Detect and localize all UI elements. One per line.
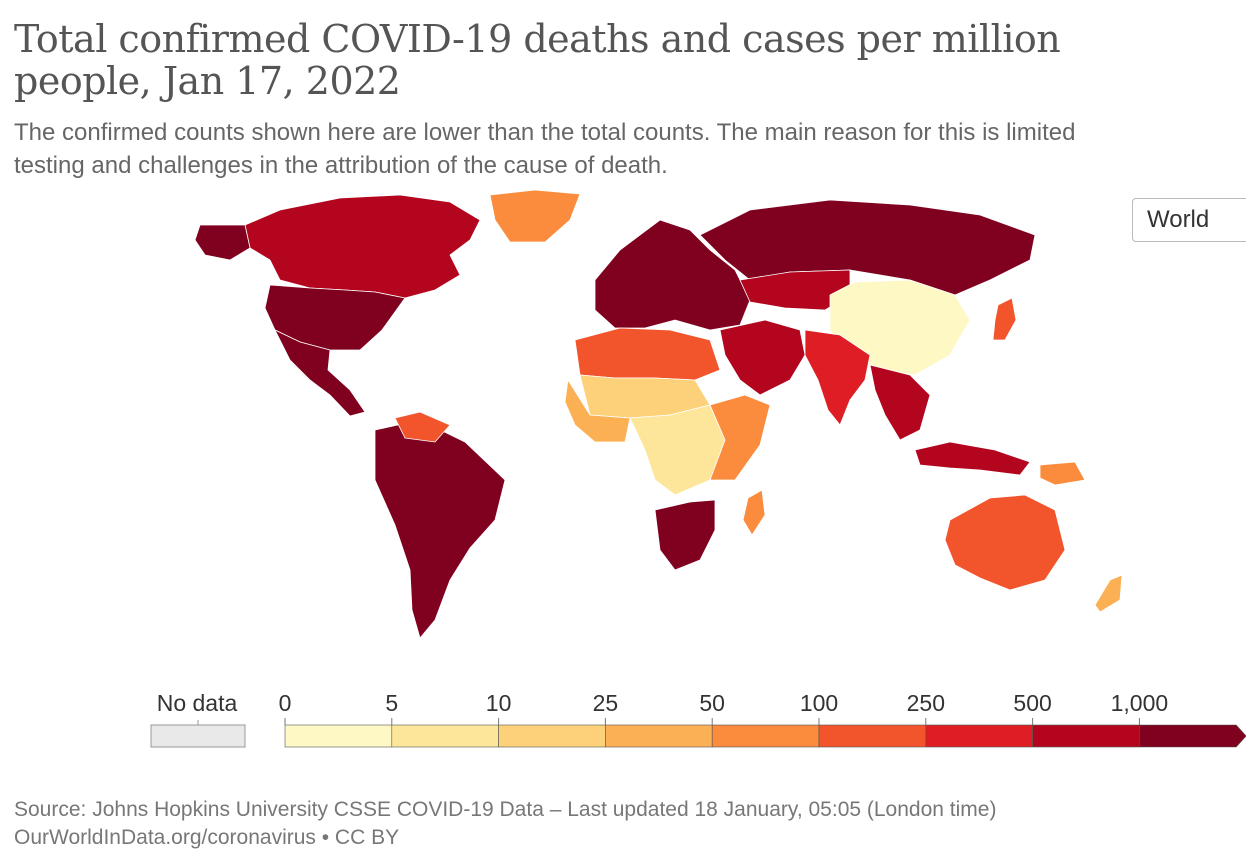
legend-bin[interactable] [284, 724, 393, 748]
legend-svg: No data 0 5 10 25 50 100 250 500 1,000 [150, 690, 1246, 748]
legend-tick-label: 25 [593, 690, 619, 716]
region-indonesia[interactable]: Indonesia [914, 441, 1031, 476]
legend-bin[interactable] [711, 724, 820, 748]
region-greenland[interactable]: Greenland [489, 189, 581, 243]
world-map[interactable]: North America United States Alaska Mexic… [150, 180, 1150, 650]
legend-tick-label: 50 [699, 690, 725, 716]
subtitle-line-2: testing and challenges in the attributio… [14, 152, 668, 179]
region-india[interactable]: India [804, 329, 871, 426]
legend-tick-label: 10 [486, 690, 512, 716]
legend-bin[interactable] [498, 724, 606, 748]
legend-bin[interactable] [1032, 724, 1140, 748]
legend-tick-label: 0 [279, 690, 292, 716]
subtitle-line-1: The confirmed counts shown here are lowe… [14, 119, 1076, 146]
color-legend: No data 0 5 10 25 50 100 250 500 1,000 [0, 680, 1246, 760]
legend-tick-label: 250 [907, 690, 945, 716]
source-note: Source: Johns Hopkins University CSSE CO… [14, 798, 997, 821]
legend-tick-label: 1,000 [1111, 690, 1169, 716]
legend-ticks: 0 5 10 25 50 100 250 500 1,000 [279, 690, 1169, 725]
region-australia[interactable]: Australia [944, 494, 1066, 591]
no-data-label: No data [157, 690, 238, 716]
region-south-america[interactable]: South America [374, 419, 506, 639]
chart-subtitle: The confirmed counts shown here are lowe… [14, 116, 1246, 182]
region-new-zealand[interactable]: New Zealand [1094, 574, 1123, 613]
legend-tick-label: 500 [1013, 690, 1051, 716]
footer: Source: Johns Hopkins University CSSE CO… [14, 796, 996, 852]
attribution-link[interactable]: OurWorldInData.org/coronavirus • CC BY [14, 826, 400, 849]
region-mexico-central-america[interactable]: Mexico & Central America [274, 329, 366, 417]
legend-bin-open-ended[interactable] [1139, 724, 1246, 748]
region-north-america[interactable]: North America [244, 194, 481, 299]
region-madagascar[interactable]: Madagascar [742, 489, 766, 536]
legend-bins [284, 724, 1246, 748]
legend-bin[interactable] [925, 724, 1033, 748]
region-north-africa[interactable]: North Africa [574, 327, 721, 381]
region-southern-africa[interactable]: Southern Africa [654, 499, 716, 571]
region-southeast-asia[interactable]: Southeast Asia [869, 364, 931, 441]
region-selector[interactable]: World [1132, 198, 1246, 242]
legend-bin[interactable] [605, 724, 713, 748]
region-japan[interactable]: Japan [992, 297, 1017, 341]
legend-tick-label: 5 [385, 690, 398, 716]
legend-bin[interactable] [818, 724, 927, 748]
region-papua-new-guinea[interactable]: Papua New Guinea [1039, 461, 1086, 486]
region-east-africa[interactable]: East Africa [709, 394, 771, 481]
region-central-africa[interactable]: Central Africa [629, 404, 726, 496]
region-venezuela[interactable]: Venezuela [394, 411, 451, 443]
region-west-africa[interactable]: West Africa [564, 378, 631, 443]
no-data-swatch [150, 724, 246, 748]
chart-title: Total confirmed COVID-19 deaths and case… [14, 17, 1061, 103]
region-united-states[interactable]: United States [264, 284, 406, 351]
legend-bin[interactable] [391, 724, 499, 748]
region-middle-east[interactable]: Middle East [719, 319, 806, 396]
legend-tick-label: 100 [800, 690, 838, 716]
region-alaska[interactable]: Alaska [194, 224, 251, 261]
